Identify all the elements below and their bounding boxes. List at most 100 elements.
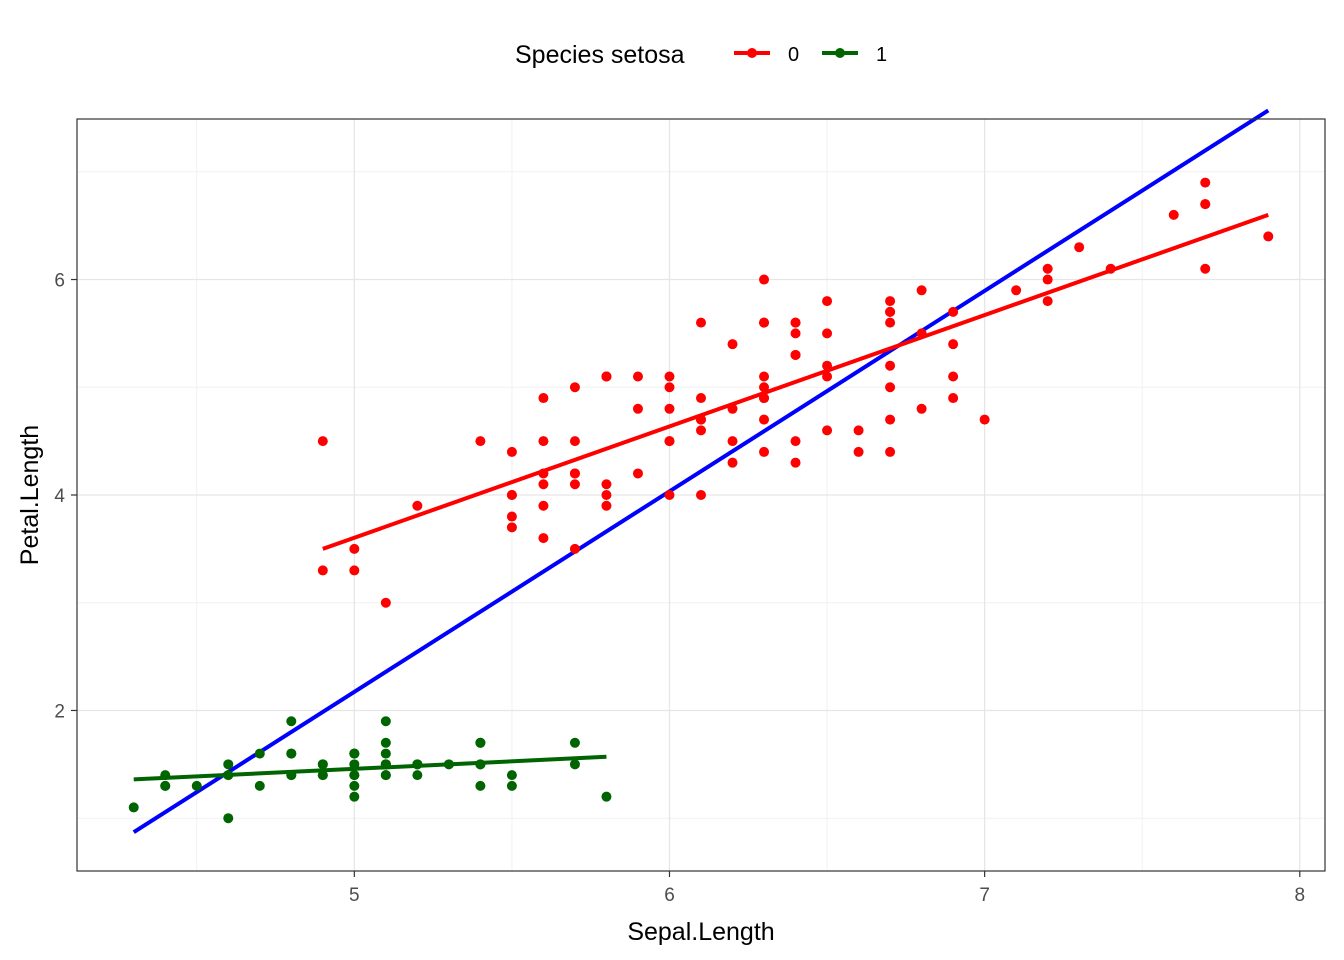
data-point [822, 371, 833, 382]
legend-key-point [835, 48, 845, 58]
data-points [128, 177, 1274, 824]
data-point [916, 328, 927, 339]
data-point [948, 339, 959, 350]
data-point [317, 565, 328, 576]
data-point [948, 371, 959, 382]
data-point [1042, 296, 1053, 307]
data-point [538, 479, 549, 490]
data-point [885, 360, 896, 371]
data-point [286, 748, 297, 759]
data-point [506, 780, 517, 791]
legend-label: 1 [876, 44, 887, 66]
data-point [475, 780, 486, 791]
data-point [759, 382, 770, 393]
data-point [601, 500, 612, 511]
data-point [885, 382, 896, 393]
data-point [601, 490, 612, 500]
data-point [349, 770, 360, 781]
data-point [916, 285, 927, 296]
legend-key-point [747, 48, 757, 58]
data-point [696, 425, 706, 436]
data-point [759, 414, 770, 425]
data-point [475, 759, 486, 770]
data-point [979, 414, 990, 425]
y-tick-label: 4 [54, 486, 65, 507]
data-point [349, 565, 360, 576]
data-point [727, 457, 738, 468]
x-tick-label: 6 [664, 885, 675, 906]
x-tick-label: 5 [349, 885, 360, 906]
data-point [506, 511, 517, 522]
data-point [349, 791, 360, 802]
data-point [380, 759, 391, 770]
data-point [759, 274, 770, 285]
data-point [380, 737, 391, 748]
data-point [664, 382, 675, 393]
data-point [664, 490, 675, 500]
data-point [1105, 263, 1116, 274]
data-point [1042, 263, 1053, 274]
data-point [664, 403, 675, 414]
data-point [1042, 274, 1053, 285]
legend-title: Species setosa [515, 41, 685, 69]
data-point [759, 446, 770, 457]
data-point [696, 414, 706, 425]
data-point [790, 328, 801, 339]
data-point [538, 436, 549, 447]
y-axis-title: Petal.Length [16, 425, 44, 565]
data-point [160, 770, 171, 781]
data-point [1200, 199, 1211, 210]
data-point [1263, 231, 1274, 242]
data-point [948, 306, 959, 317]
data-point [696, 393, 706, 404]
data-point [853, 425, 864, 436]
data-point [538, 468, 549, 479]
data-point [885, 446, 896, 457]
data-point [1074, 242, 1085, 253]
data-point [759, 317, 770, 328]
data-point [696, 317, 706, 328]
data-point [380, 748, 391, 759]
data-point [317, 759, 328, 770]
data-point [380, 597, 391, 608]
data-point [790, 317, 801, 328]
x-tick-label: 7 [979, 885, 990, 906]
data-point [191, 780, 202, 791]
data-point [569, 382, 580, 393]
data-point [1011, 285, 1022, 296]
data-point [380, 716, 391, 727]
x-tick-label: 8 [1294, 885, 1305, 906]
data-point [885, 317, 896, 328]
data-point [349, 780, 360, 791]
data-point [727, 403, 738, 414]
data-point [160, 780, 171, 791]
data-point [538, 393, 549, 404]
data-point [443, 759, 454, 770]
data-point [538, 500, 549, 511]
data-point [727, 339, 738, 350]
data-point [1168, 209, 1179, 220]
data-point [916, 403, 927, 414]
data-point [569, 436, 580, 447]
data-point [412, 500, 423, 511]
data-point [632, 403, 643, 414]
data-point [286, 716, 297, 727]
data-point [601, 479, 612, 490]
data-point [128, 802, 139, 813]
regression-line-1 [133, 754, 607, 782]
data-point [853, 446, 864, 457]
data-point [696, 490, 706, 500]
data-point [664, 371, 675, 382]
data-point [885, 414, 896, 425]
data-point [254, 780, 265, 791]
legend-label: 0 [788, 44, 799, 66]
data-point [349, 759, 360, 770]
y-tick-label: 6 [54, 271, 65, 292]
data-point [1200, 263, 1211, 274]
data-point [223, 759, 234, 770]
data-point [1200, 177, 1211, 188]
data-point [569, 479, 580, 490]
